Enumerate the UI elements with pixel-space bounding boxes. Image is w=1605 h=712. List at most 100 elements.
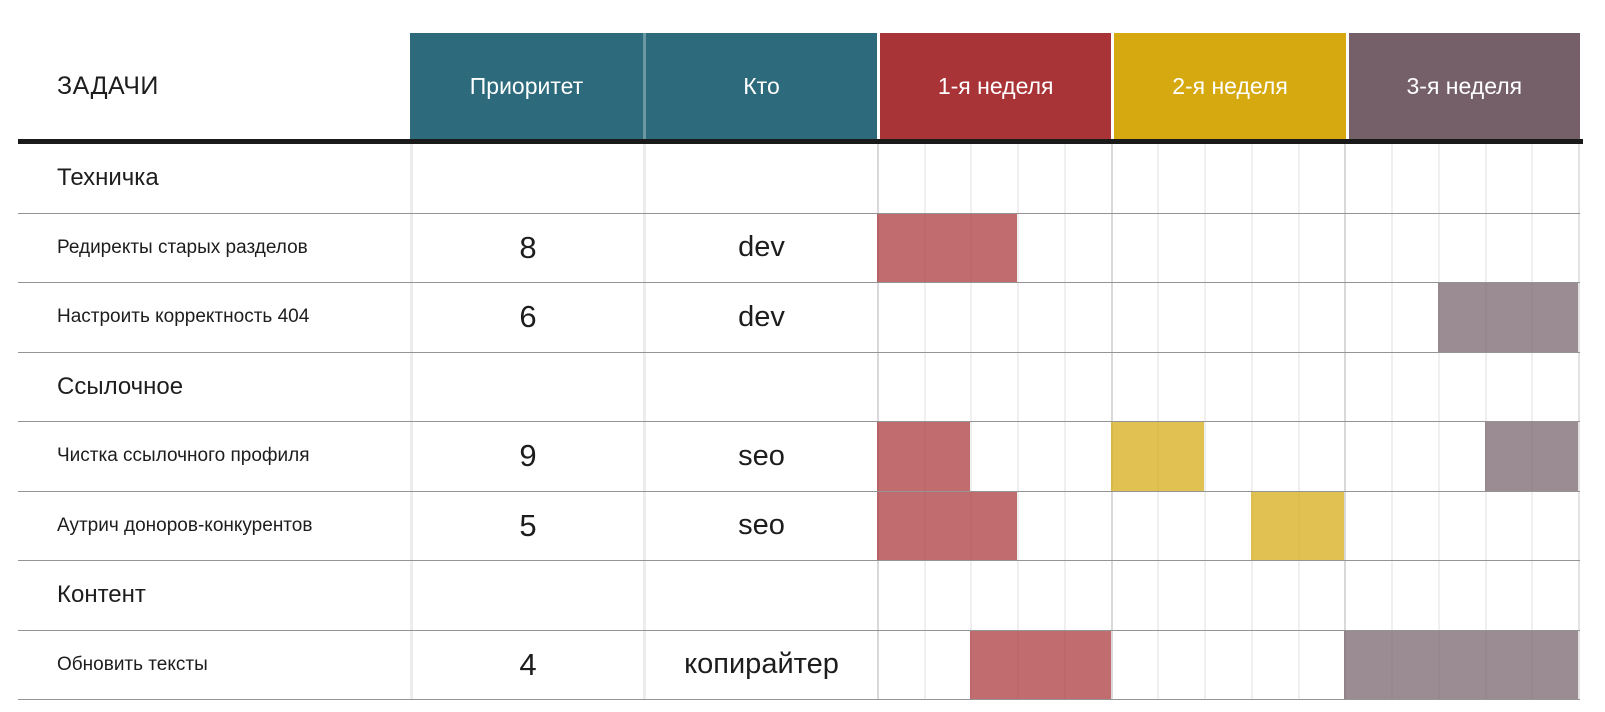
day-cell (1157, 352, 1204, 421)
day-cell (923, 561, 971, 630)
day-cell (1437, 144, 1485, 213)
who-value: seo (643, 491, 877, 560)
who-value: dev (643, 213, 877, 282)
day-cell (970, 422, 1017, 491)
day-cell (1017, 283, 1064, 352)
day-cell (1204, 630, 1251, 699)
day-cell (970, 561, 1017, 630)
priority-value: 8 (410, 213, 643, 282)
week1-column-header: 1-я неделя (877, 33, 1112, 139)
who-cell (643, 561, 877, 630)
day-cell (1204, 491, 1251, 560)
day-cell (1297, 422, 1345, 491)
day-cell (877, 352, 924, 421)
day-cell (1531, 144, 1578, 213)
day-cell (1063, 144, 1111, 213)
day-cell (1437, 213, 1485, 282)
gantt-area (877, 491, 1580, 560)
priority-cell (410, 561, 643, 630)
day-cell (970, 144, 1017, 213)
section-row: Техничка (18, 144, 1580, 214)
gantt-bar (1110, 422, 1205, 491)
day-cell (1250, 352, 1298, 421)
gantt-bar (877, 491, 1018, 560)
day-cell (1344, 213, 1391, 282)
section-row: Контент (18, 561, 1580, 631)
day-cell (1157, 561, 1204, 630)
day-cell (1063, 352, 1111, 421)
gantt-area (877, 144, 1580, 213)
day-cell (877, 561, 924, 630)
day-cell (1297, 630, 1345, 699)
gantt-bar (970, 630, 1111, 699)
day-cell (1437, 491, 1485, 560)
gantt-bar (1250, 491, 1345, 560)
day-cell (1531, 213, 1578, 282)
day-cell (1063, 283, 1111, 352)
priority-value: 5 (410, 491, 643, 560)
day-cell (1297, 144, 1345, 213)
day-cell (877, 144, 924, 213)
day-cell (1391, 491, 1438, 560)
day-cell (923, 352, 971, 421)
day-cell (1204, 352, 1251, 421)
day-cell (1017, 491, 1064, 560)
day-cell (1297, 561, 1345, 630)
gantt-area (877, 352, 1580, 421)
day-cell (1157, 283, 1204, 352)
day-cell (1391, 352, 1438, 421)
day-cell (1110, 213, 1158, 282)
day-cell (1204, 422, 1251, 491)
day-cell (1110, 283, 1158, 352)
gantt-area (877, 213, 1580, 282)
priority-value: 6 (410, 283, 643, 352)
day-cell (1297, 213, 1345, 282)
day-cell (1063, 491, 1111, 560)
day-cell (1204, 144, 1251, 213)
day-cell (1110, 491, 1158, 560)
day-cell (1110, 144, 1158, 213)
task-row: Обновить тексты 4 копирайтер (18, 630, 1580, 700)
day-cell (1250, 283, 1298, 352)
priority-cell (410, 144, 643, 213)
day-cell (1204, 283, 1251, 352)
day-cell (1437, 422, 1485, 491)
day-cell (1531, 491, 1578, 560)
gantt-bar (1484, 422, 1578, 491)
day-cell (1391, 561, 1438, 630)
day-cell (1157, 144, 1204, 213)
gantt-area (877, 422, 1580, 491)
day-cell (1110, 561, 1158, 630)
task-row: Аутрич доноров-конкурентов 5 seo (18, 491, 1580, 561)
day-cell (1063, 561, 1111, 630)
day-cell (1484, 491, 1532, 560)
day-cell (1017, 561, 1064, 630)
day-cell (1344, 491, 1391, 560)
day-cell (970, 352, 1017, 421)
day-cell (1157, 491, 1204, 560)
day-cell (1204, 213, 1251, 282)
day-cell (1484, 144, 1532, 213)
day-cell (1531, 352, 1578, 421)
task-name: Аутрич доноров-конкурентов (57, 514, 313, 536)
week3-column-header: 3-я неделя (1345, 33, 1580, 139)
who-value: seo (643, 422, 877, 491)
gantt-area (877, 283, 1580, 352)
day-cell (1250, 422, 1298, 491)
priority-column-header: Приоритет (469, 72, 584, 99)
day-cell (970, 283, 1017, 352)
day-cell (1250, 144, 1298, 213)
who-cell (643, 352, 877, 421)
tasks-column-header: ЗАДАЧИ (57, 71, 159, 100)
day-cell (923, 144, 971, 213)
task-row: Чистка ссылочного профиля 9 seo (18, 422, 1580, 492)
gantt-bar (877, 213, 1018, 282)
day-cell (1484, 352, 1532, 421)
task-row: Редиректы старых разделов 8 dev (18, 213, 1580, 283)
day-cell (923, 630, 971, 699)
priority-cell (410, 352, 643, 421)
task-name: Настроить корректность 404 (57, 306, 310, 328)
day-cell (1250, 630, 1298, 699)
task-name: Чистка ссылочного профиля (57, 445, 310, 467)
table-body: Техничка Редиректы старых разделов 8 dev… (18, 144, 1605, 700)
